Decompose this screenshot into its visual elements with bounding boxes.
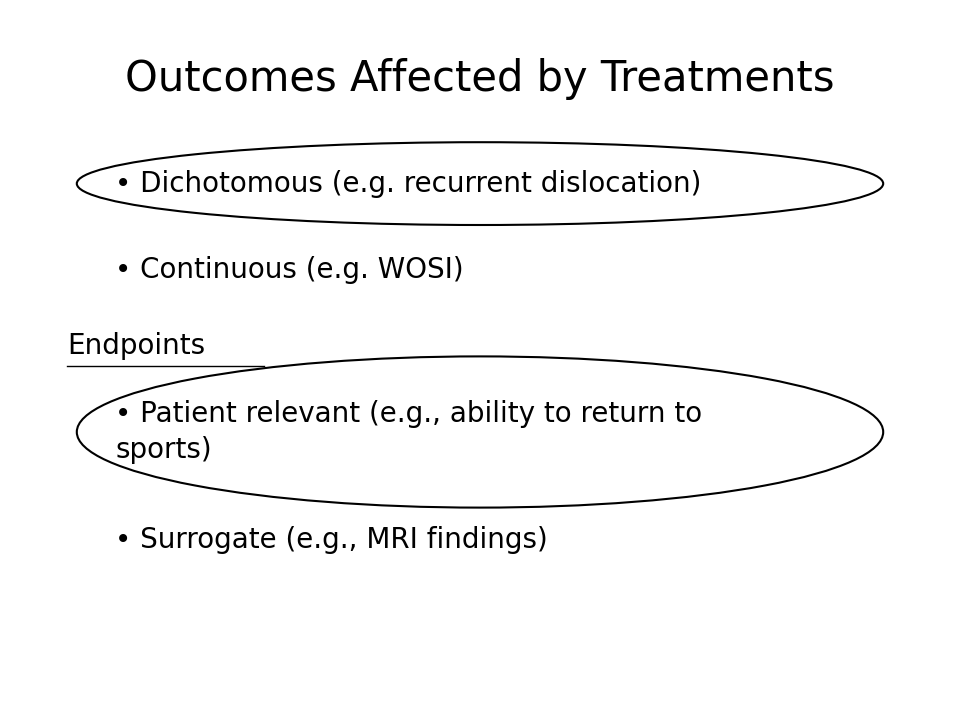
Text: • Continuous (e.g. WOSI): • Continuous (e.g. WOSI) <box>115 256 464 284</box>
Text: • Dichotomous (e.g. recurrent dislocation): • Dichotomous (e.g. recurrent dislocatio… <box>115 170 702 197</box>
Text: • Surrogate (e.g., MRI findings): • Surrogate (e.g., MRI findings) <box>115 526 548 554</box>
Text: Endpoints: Endpoints <box>67 332 205 359</box>
Text: Outcomes Affected by Treatments: Outcomes Affected by Treatments <box>125 58 835 99</box>
Text: • Patient relevant (e.g., ability to return to
sports): • Patient relevant (e.g., ability to ret… <box>115 400 703 464</box>
